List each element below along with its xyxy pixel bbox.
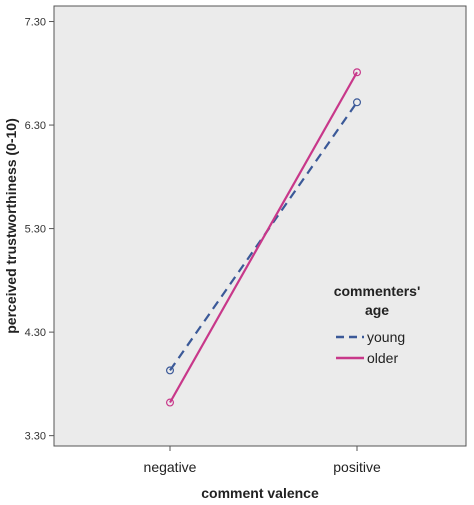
x-axis-title: comment valence — [201, 485, 319, 500]
y-tick-label: 4.30 — [25, 327, 46, 339]
y-tick-label: 3.30 — [25, 431, 46, 443]
legend-label-older: older — [367, 350, 398, 366]
legend-title-line1: commenters' — [334, 283, 421, 299]
x-axis-ticks: negative positive — [144, 446, 381, 475]
legend: commenters' age young older — [334, 283, 421, 366]
y-axis-title: perceived trustworthiness (0-10) — [3, 118, 19, 334]
data-point-young — [353, 98, 362, 107]
plot-area — [53, 5, 467, 447]
data-point-older — [166, 398, 175, 407]
y-tick-label: 5.30 — [25, 224, 46, 236]
y-axis-ticks: 3.30 4.30 5.30 6.30 7.30 — [25, 17, 54, 443]
y-tick-label: 7.30 — [25, 17, 46, 29]
series-group — [166, 68, 362, 407]
data-point-older — [353, 68, 362, 77]
y-tick-label: 6.30 — [25, 120, 46, 132]
legend-label-young: young — [367, 329, 405, 345]
legend-title-line2: age — [365, 302, 389, 318]
series-line-young — [169, 101, 358, 372]
data-point-young — [166, 366, 175, 375]
x-tick-label: positive — [333, 459, 381, 475]
x-tick-label: negative — [144, 459, 197, 475]
series-line-older — [169, 71, 358, 404]
